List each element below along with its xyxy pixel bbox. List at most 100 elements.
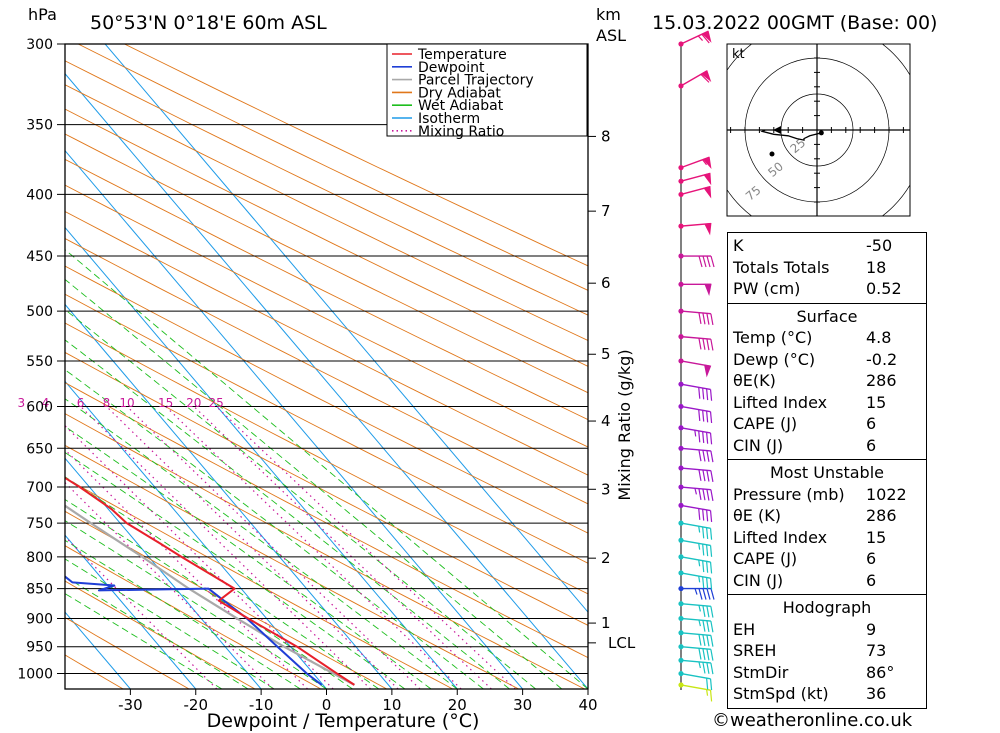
index-row: CIN (J) 6 (728, 570, 926, 592)
dry-adiabat-line (65, 351, 588, 626)
wind-profile (678, 30, 715, 702)
mixing-ratio-line (105, 405, 399, 689)
wind-barb-full (710, 489, 714, 501)
km-axis: 1 2 3 4 5 6 7 8 LCL (588, 127, 636, 652)
pressure-tick-label: 700 (26, 480, 53, 496)
wind-barb-full (709, 562, 713, 574)
index-label: PW (cm) (733, 279, 801, 298)
dewpoint-line (65, 575, 323, 686)
wind-barb-half (698, 543, 701, 550)
location-title: 50°53'N 0°18'E 60m ASL (90, 12, 327, 34)
wind-level-dot (678, 165, 684, 171)
indices-top-box: K -50 Totals Totals 18 PW (cm) 0.52 (727, 232, 927, 304)
wind-level-dot (678, 41, 684, 47)
wind-level-dot (678, 465, 684, 471)
wind-barb-pennant (700, 70, 712, 82)
wind-barb (678, 537, 713, 557)
wind-barb-full (706, 489, 710, 501)
wind-barb-staff (680, 646, 711, 651)
dry-adiabat-line (65, 477, 453, 689)
wind-barb-full (702, 469, 706, 482)
temperature-tick-label: 40 (578, 696, 597, 714)
dry-adiabat-line (65, 654, 124, 689)
wind-barb-full (702, 648, 706, 660)
wind-barb-full (698, 648, 702, 660)
index-label: Temp (°C) (733, 328, 813, 347)
index-label: Pressure (mb) (733, 484, 845, 504)
wind-barb (678, 222, 712, 236)
legend-label: Dry Adiabat (418, 85, 501, 101)
wind-barb-full (702, 634, 706, 647)
wet-adiabat-line (65, 476, 380, 689)
wind-barb-full (706, 450, 710, 462)
index-label: StmSpd (kt) (733, 684, 829, 703)
index-value: 15 (866, 392, 887, 412)
wind-barb-full (698, 312, 702, 325)
wind-barb-staff (680, 659, 711, 664)
wind-barb-full (710, 588, 715, 600)
index-label: SREH (733, 641, 777, 660)
wind-barb-staff (680, 405, 711, 413)
isotherm-line (65, 72, 588, 689)
wind-barb-full (698, 387, 701, 399)
wind-level-dot (678, 601, 684, 607)
wind-level-dot (678, 191, 684, 198)
index-row-totals: Totals Totals 18 (728, 257, 926, 279)
index-value: 6 (866, 414, 877, 433)
mixing-ratio-labels: 12346810152025 (17, 396, 223, 410)
index-label: CAPE (J) (733, 549, 798, 568)
index-row: Dewp (°C) -0.2 (728, 349, 926, 371)
km-tick-label: 2 (601, 549, 611, 567)
wind-barb (678, 308, 714, 326)
wind-barb-full (710, 662, 714, 675)
wind-barb-staff (680, 672, 711, 680)
mixing-ratio-label: 8 (103, 396, 111, 410)
wind-barb (678, 554, 713, 574)
wet-adiabat-line (65, 558, 275, 689)
legend-box (386, 43, 588, 137)
wind-barb (678, 185, 712, 199)
wind-barb-full (698, 469, 702, 481)
index-value: 18 (866, 257, 887, 277)
wind-barb-full (709, 389, 713, 401)
dry-adiabat-line (77, 44, 588, 291)
pressure-axis: 300 350 400 450 500 550 600 650 700 750 800 850 900 9… (17, 37, 53, 683)
index-label: Dewp (°C) (733, 349, 816, 369)
mixing-ratio-label: 6 (77, 396, 85, 410)
dry-adiabat-line (65, 545, 322, 689)
wind-barb-staff (680, 486, 711, 491)
index-row: StmDir 86° (728, 662, 926, 684)
background-lines (65, 44, 588, 689)
wind-level-dot (678, 657, 684, 663)
wind-barb-full (702, 620, 706, 632)
wind-barb-full (709, 528, 713, 540)
hodograph-start-dot (818, 130, 824, 136)
hodograph-end-dot (769, 151, 775, 157)
km-tick-label: 8 (601, 127, 611, 145)
wind-level-dot (678, 682, 684, 688)
wind-barb-full (706, 634, 710, 647)
wind-barb-staff (680, 447, 711, 452)
wind-barb (678, 502, 713, 523)
wind-barb-staff (680, 684, 711, 691)
isotherm-line (104, 44, 588, 613)
mixing-ratio-line (193, 405, 492, 689)
wind-barb-full (698, 508, 701, 520)
wet-adiabat-line (65, 451, 406, 689)
isotherm-line (65, 534, 197, 689)
dry-adiabat-line (65, 237, 588, 505)
wet-adiabat-line (65, 249, 588, 689)
temperature-line (65, 476, 355, 686)
index-value: 73 (866, 641, 887, 660)
wind-barb (678, 403, 713, 424)
wind-barb (678, 381, 713, 401)
wind-barb-full (710, 255, 715, 268)
temperature-tick-label: 0 (322, 696, 332, 714)
temperature-tick-label: -10 (249, 696, 274, 714)
wind-barb-full (710, 450, 714, 463)
index-value: 86° (866, 662, 895, 682)
wind-barb-full (698, 255, 703, 268)
wind-barb-staff (680, 556, 711, 563)
wind-barb-half (694, 488, 697, 495)
